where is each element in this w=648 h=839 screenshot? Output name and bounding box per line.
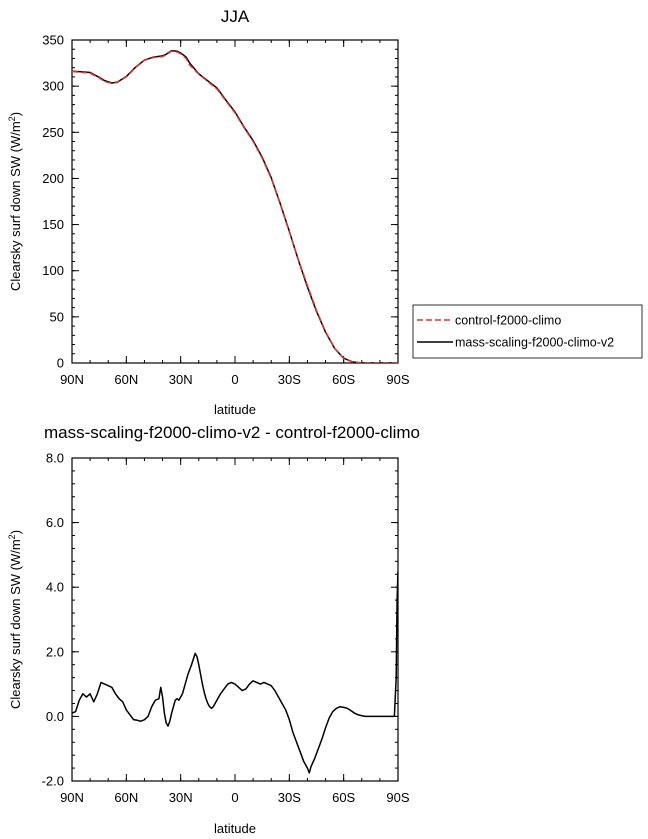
x-tick-label: 60N xyxy=(114,372,138,387)
legend-label: mass-scaling-f2000-climo-v2 xyxy=(455,336,614,350)
x-tick-label: 60S xyxy=(332,372,355,387)
x-axis-label: latitude xyxy=(214,402,256,417)
y-axis-label-text: Clearsky surf down SW (W/m xyxy=(8,121,23,291)
x-tick-label: 90S xyxy=(386,372,409,387)
series-line-mass-scaling-f2000-climo-v2 xyxy=(72,49,398,363)
y-axis-label: Clearsky surf down SW (W/m2) xyxy=(7,112,23,291)
x-tick-label: 60S xyxy=(332,790,355,805)
y-axis-label-superscript: 2 xyxy=(7,534,17,539)
x-tick-label: 30S xyxy=(278,372,301,387)
y-tick-label: 300 xyxy=(42,79,64,94)
y-tick-label: 2.0 xyxy=(46,644,64,659)
top-chart: JJA 90N 60N 30N 0 30S 60S 90S 0 50 100 150 200 250 300… xyxy=(7,7,643,417)
legend-box xyxy=(412,304,643,359)
y-tick-label: 150 xyxy=(42,217,64,232)
chart-title: mass-scaling-f2000-climo-v2 - control-f2… xyxy=(44,423,420,442)
y-axis-label-superscript: 2 xyxy=(7,116,17,121)
y-tick-label: 6.0 xyxy=(46,515,64,530)
x-tick-label: 90N xyxy=(60,790,84,805)
difference-chart: mass-scaling-f2000-climo-v2 - control-f2… xyxy=(7,423,420,836)
x-tick-label: 30N xyxy=(169,790,193,805)
x-tick-label: 90N xyxy=(60,372,84,387)
x-tick-label: 0 xyxy=(231,372,238,387)
y-tick-label: 200 xyxy=(42,171,64,186)
chart-title: JJA xyxy=(221,7,250,26)
y-tick-label: 250 xyxy=(42,125,64,140)
legend: control-f2000-climo mass-scaling-f2000-cl… xyxy=(412,304,643,359)
x-tick-label: 30S xyxy=(278,790,301,805)
y-tick-label: 4.0 xyxy=(46,580,64,595)
series-line-control-f2000-climo xyxy=(72,50,398,363)
y-tick-label: 0.0 xyxy=(46,709,64,724)
legend-label: control-f2000-climo xyxy=(455,314,561,328)
y-tick-label: 0 xyxy=(57,356,64,371)
y-tick-label: 8.0 xyxy=(46,451,64,466)
difference-line xyxy=(72,571,398,774)
y-axis-label-text: Clearsky surf down SW (W/m xyxy=(8,539,23,709)
x-tick-label: 60N xyxy=(114,790,138,805)
x-axis-label: latitude xyxy=(214,821,256,836)
y-axis-label-close: ) xyxy=(8,530,23,534)
y-tick-label: 50 xyxy=(50,309,64,324)
x-tick-label: 90S xyxy=(386,790,409,805)
x-tick-label: 0 xyxy=(231,790,238,805)
plot-frame xyxy=(71,457,399,782)
y-axis-label-close: ) xyxy=(8,112,23,116)
y-axis-label: Clearsky surf down SW (W/m2) xyxy=(7,530,23,709)
y-tick-label: 350 xyxy=(42,33,64,48)
x-tick-label: 30N xyxy=(169,372,193,387)
y-tick-label: 100 xyxy=(42,263,64,278)
plot-frame xyxy=(71,39,399,364)
y-tick-label: -2.0 xyxy=(42,774,64,789)
